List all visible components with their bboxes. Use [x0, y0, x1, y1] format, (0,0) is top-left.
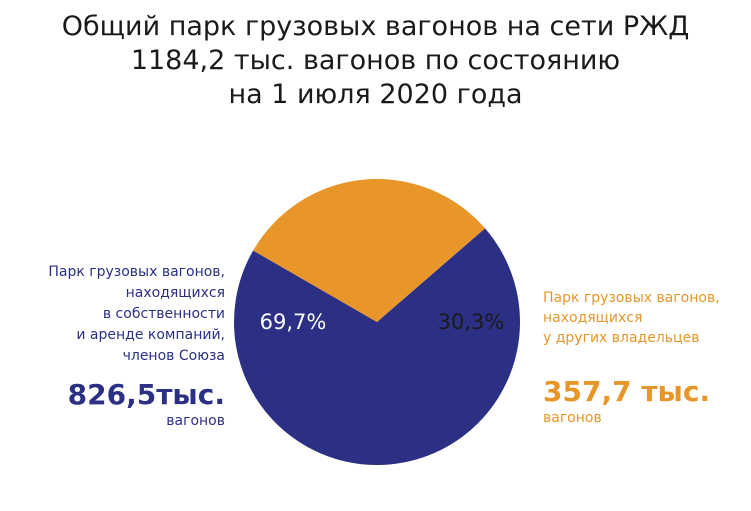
- union-unit: вагонов: [166, 413, 225, 429]
- other-owners-description-line: находящихся: [543, 310, 643, 326]
- chart-title-line-1: Общий парк грузовых вагонов на сети РЖД: [61, 11, 690, 42]
- other-owners-annotation: Парк грузовых вагонов, находящихся у дру…: [543, 288, 720, 428]
- union-description-line: членов Союза: [122, 348, 225, 364]
- union-value: 826,5тыс.: [67, 378, 225, 411]
- other-owners-unit: вагонов: [543, 410, 602, 426]
- chart-title: Общий парк грузовых вагонов на сети РЖД …: [0, 10, 751, 112]
- chart-title-line-3: на 1 июля 2020 года: [228, 79, 523, 110]
- pie-label-other-owners-percent: 30,3%: [438, 310, 505, 334]
- pie-slice-union: [234, 228, 521, 466]
- pie-label-union-percent: 69,7%: [260, 310, 327, 334]
- union-description-line: находящихся: [125, 285, 225, 301]
- other-owners-value: 357,7 тыс.: [543, 375, 711, 408]
- other-owners-description-line: Парк грузовых вагонов,: [543, 290, 720, 306]
- union-description-line: и аренде компаний,: [76, 327, 225, 343]
- union-description-line: в собственности: [102, 306, 225, 322]
- pie-slice-other-owners: [253, 179, 486, 322]
- other-owners-description: Парк грузовых вагонов, находящихся у дру…: [543, 288, 720, 348]
- other-owners-description-line: у других владельцев: [543, 330, 700, 346]
- union-description: Парк грузовых вагонов, находящихся в соб…: [48, 262, 225, 367]
- union-annotation: Парк грузовых вагонов, находящихся в соб…: [48, 262, 225, 431]
- union-description-line: Парк грузовых вагонов,: [48, 264, 225, 280]
- chart-title-line-2: 1184,2 тыс. вагонов по состоянию: [130, 45, 621, 76]
